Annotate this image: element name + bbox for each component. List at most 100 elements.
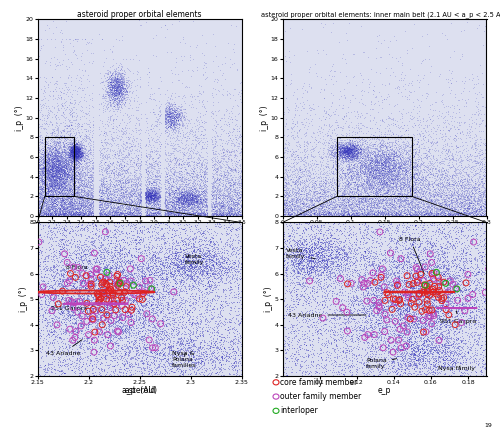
Point <box>310 209 318 216</box>
Point <box>306 201 314 208</box>
Point <box>338 165 346 172</box>
Point <box>372 153 380 160</box>
Point <box>296 141 304 148</box>
Point <box>356 300 364 307</box>
Point <box>438 280 446 286</box>
Point <box>306 226 314 233</box>
Point <box>120 292 128 299</box>
Point <box>212 211 220 218</box>
Point <box>150 358 158 365</box>
Point <box>35 142 43 149</box>
Point <box>52 163 60 170</box>
Point <box>80 132 88 139</box>
Point <box>387 355 395 362</box>
Point <box>453 309 461 316</box>
Point <box>342 361 349 368</box>
Point <box>196 210 204 217</box>
Point <box>350 165 358 172</box>
Point <box>164 102 172 108</box>
Point <box>76 311 84 318</box>
Point <box>118 287 126 294</box>
Point <box>384 140 392 147</box>
Point <box>202 149 209 156</box>
Point <box>42 172 50 178</box>
Point <box>96 201 104 208</box>
Point <box>292 262 300 269</box>
Point <box>451 172 459 179</box>
Point <box>196 182 204 189</box>
Point <box>424 321 432 328</box>
Point <box>162 314 170 321</box>
Point <box>61 176 69 183</box>
Point <box>170 178 177 185</box>
Point <box>419 223 427 230</box>
Point <box>54 148 62 155</box>
Point <box>464 202 472 209</box>
Point <box>387 210 395 217</box>
Point <box>48 168 56 175</box>
Point <box>184 351 192 358</box>
Point <box>417 289 425 296</box>
Point <box>462 145 470 152</box>
Point <box>342 313 350 320</box>
Point <box>47 146 55 153</box>
Point <box>196 207 204 214</box>
Point <box>288 191 296 198</box>
Point <box>68 143 76 150</box>
Point <box>170 115 178 122</box>
Point <box>332 156 340 162</box>
Point <box>448 191 456 198</box>
Point <box>362 264 370 270</box>
Point <box>315 200 323 206</box>
Point <box>184 319 192 326</box>
Point <box>216 185 224 192</box>
Point <box>46 143 54 149</box>
Point <box>470 300 478 307</box>
Point <box>58 209 66 216</box>
Point <box>71 146 79 153</box>
Point <box>439 194 447 200</box>
Point <box>60 305 68 311</box>
Point <box>418 317 426 324</box>
Point <box>224 179 232 186</box>
Point <box>164 254 172 260</box>
Point <box>61 188 69 195</box>
Point <box>389 185 397 192</box>
Point <box>445 311 453 318</box>
Point <box>363 135 371 142</box>
Point <box>352 200 360 207</box>
Point <box>46 176 54 183</box>
Point <box>111 211 119 218</box>
Point <box>402 260 409 267</box>
Point <box>450 205 458 212</box>
Point <box>436 295 444 302</box>
Point <box>144 189 152 196</box>
Point <box>80 183 88 190</box>
Point <box>196 200 204 206</box>
Point <box>304 233 312 240</box>
Point <box>49 145 57 152</box>
Point <box>407 183 415 190</box>
Point <box>188 264 196 271</box>
Point <box>402 171 409 178</box>
Point <box>401 321 409 328</box>
Point <box>294 197 302 204</box>
Point <box>422 294 430 301</box>
Point <box>56 278 64 285</box>
Point <box>407 299 415 305</box>
Point <box>340 232 348 238</box>
Point <box>346 146 354 152</box>
Point <box>54 187 62 194</box>
Point <box>409 321 417 328</box>
Point <box>144 200 152 206</box>
Point <box>69 200 77 207</box>
Point <box>379 172 387 179</box>
Point <box>38 199 46 206</box>
Point <box>294 213 302 219</box>
Point <box>447 359 455 365</box>
Point <box>349 169 357 176</box>
Point <box>64 209 72 216</box>
Point <box>375 163 383 170</box>
Point <box>360 142 368 149</box>
Point <box>36 185 44 192</box>
